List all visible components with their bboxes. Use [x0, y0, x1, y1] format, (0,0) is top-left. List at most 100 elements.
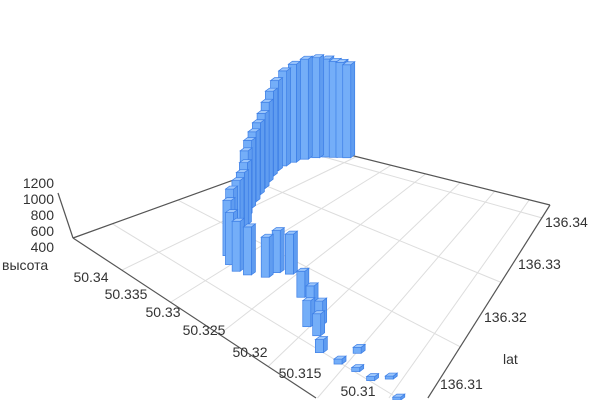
bar-side [251, 223, 256, 276]
axis-line [321, 147, 551, 206]
bar-front [314, 339, 324, 353]
axis-line [72, 237, 317, 399]
bar-top [251, 119, 266, 124]
bar [231, 217, 246, 272]
bar-top [287, 60, 302, 65]
bar-top [305, 282, 320, 287]
bar-top [230, 177, 245, 181]
bar-top [260, 233, 275, 238]
bar-top [301, 297, 316, 302]
bar-side [296, 60, 301, 163]
bar-top [271, 227, 286, 231]
bars [221, 53, 406, 400]
bar [310, 53, 325, 159]
z-axis-line [57, 192, 74, 239]
x-tick-label: 50.315 [279, 365, 322, 381]
bar-top [311, 310, 326, 315]
bar-side [255, 128, 261, 203]
bar-side [278, 76, 283, 172]
x-tick-label: 50.34 [73, 269, 108, 285]
bar-side [279, 226, 285, 274]
bar-front [302, 300, 312, 328]
bar [311, 310, 326, 337]
bar-top [231, 217, 246, 222]
bar-side [243, 168, 249, 234]
bar [332, 355, 348, 365]
bar-front [312, 313, 322, 337]
bar [391, 393, 406, 400]
grid-line-x [317, 190, 496, 399]
grid-line-lat [112, 223, 398, 399]
bar-side [320, 310, 326, 337]
bar-side [319, 53, 325, 159]
bar-front [260, 236, 270, 278]
lat-tick-label: 136.34 [545, 214, 588, 230]
grid-line-x [388, 199, 530, 399]
bar-front [243, 226, 252, 276]
bar-top [246, 128, 262, 133]
bar-top [320, 55, 335, 60]
bar-top [295, 267, 310, 272]
lat-axis-name: lat [503, 351, 518, 367]
bar-side [268, 233, 274, 278]
bar-front [351, 367, 361, 372]
bar-front [285, 233, 294, 275]
bar-top [238, 159, 253, 164]
z-tick-label: 1000 [23, 191, 54, 207]
bar-top [341, 61, 356, 66]
bar-top [299, 55, 314, 60]
bar-top [224, 209, 239, 213]
bar [352, 343, 367, 354]
bar-top [239, 147, 254, 152]
bar-top [391, 393, 406, 398]
bar-side [286, 67, 291, 167]
bar-front [342, 64, 352, 159]
bar-top [242, 137, 257, 141]
bar-top [242, 223, 257, 228]
lat-tick-label: 136.32 [484, 309, 527, 325]
bar-side [273, 87, 278, 177]
bar-top [264, 87, 279, 92]
x-tick-label: 50.32 [232, 344, 267, 360]
grid-line-lat [308, 152, 542, 219]
bar [384, 372, 399, 380]
bar-front [311, 57, 321, 159]
grid-line-x [219, 173, 426, 335]
bar-top [269, 77, 284, 82]
z-axis-name: высота [2, 257, 48, 273]
lat-tick-label: 136.33 [518, 256, 561, 272]
bar-front [352, 346, 362, 354]
bar-top [310, 54, 325, 59]
bar-top [352, 343, 367, 348]
lat-tick-label: 136.31 [440, 376, 483, 392]
bar [260, 233, 275, 278]
x-tick-label: 50.33 [145, 304, 180, 320]
z-tick-label: 800 [31, 207, 55, 223]
bar [314, 335, 329, 354]
bar-front [299, 58, 309, 160]
bar [284, 230, 299, 275]
bar [350, 363, 365, 373]
bar-front [366, 376, 375, 381]
axis-line [427, 204, 551, 399]
grid-line-x [267, 182, 461, 367]
bar-top [334, 58, 350, 63]
bar-top [277, 67, 292, 72]
bar-front [333, 358, 343, 365]
bar-side [264, 109, 270, 190]
bar-top [365, 373, 380, 377]
x-tick-label: 50.335 [105, 286, 148, 302]
bar [242, 223, 257, 276]
bar-top [224, 185, 239, 190]
grid-line-lat [243, 175, 502, 283]
bar-top [314, 336, 329, 340]
bar-top [256, 110, 271, 114]
bar [365, 372, 380, 382]
bar-side [307, 55, 313, 160]
bar [299, 55, 314, 160]
z-tick-label: 1200 [23, 175, 54, 191]
bar-side [260, 119, 265, 196]
bar-top [284, 230, 299, 235]
